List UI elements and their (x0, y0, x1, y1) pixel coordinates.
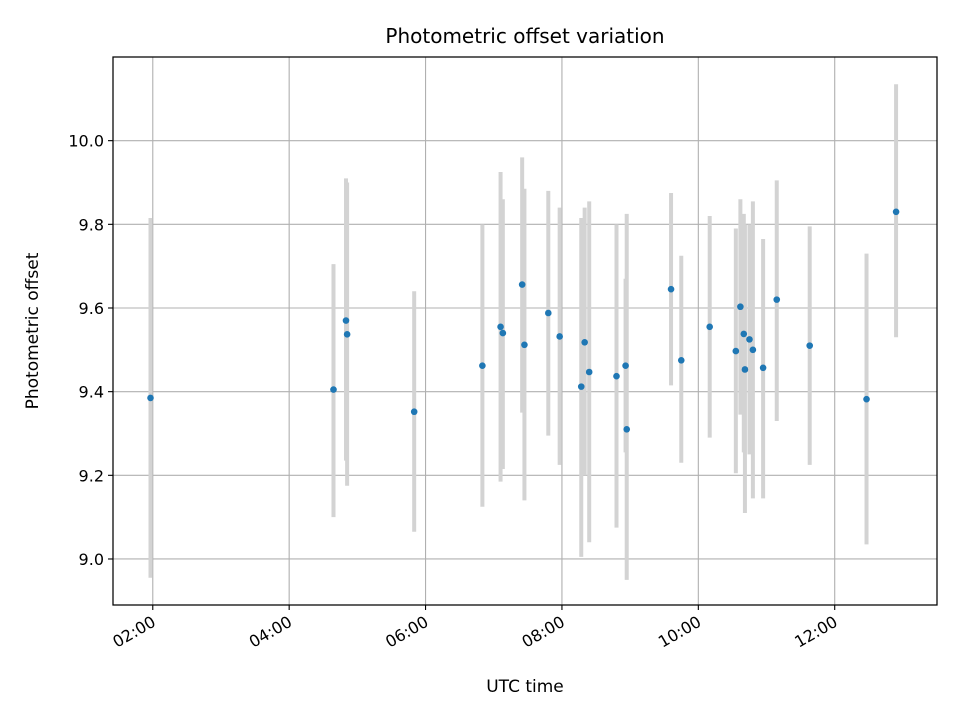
y-tick-label: 9.8 (79, 215, 104, 234)
y-axis-ticks: 9.0 9.2 9.4 9.6 9.8 10.0 (68, 132, 113, 569)
data-point (773, 296, 781, 303)
data-point (581, 338, 588, 346)
data-point (863, 395, 870, 403)
y-axis-label: Photometric offset (23, 252, 43, 409)
x-axis-label: UTC time (486, 677, 564, 697)
data-point (497, 323, 504, 331)
data-point (544, 309, 552, 317)
data-point (740, 330, 748, 338)
data-point (622, 362, 629, 370)
data-point (499, 329, 507, 337)
data-point (521, 341, 528, 349)
data-point (706, 323, 713, 331)
data-point (342, 317, 350, 324)
data-point (556, 333, 563, 340)
data-point (806, 342, 814, 349)
data-point (479, 362, 486, 370)
data-point (585, 368, 593, 376)
data-point (732, 347, 740, 355)
y-tick-label: 9.6 (79, 299, 104, 318)
y-tick-label: 10.0 (68, 132, 104, 151)
y-tick-label: 9.4 (79, 383, 104, 402)
y-tick-label: 9.2 (79, 466, 104, 485)
chart-title: Photometric offset variation (385, 24, 664, 48)
data-point (343, 331, 351, 338)
data-point (147, 394, 154, 402)
data-points (147, 208, 900, 433)
data-point (746, 336, 753, 343)
plot-area-frame (112, 56, 938, 606)
data-point (613, 372, 620, 380)
y-tick-label: 9.0 (79, 550, 104, 569)
data-point (330, 386, 337, 393)
data-point (677, 356, 685, 364)
data-point (741, 366, 749, 373)
data-point (759, 364, 767, 372)
data-point (737, 303, 744, 311)
data-point (577, 383, 585, 390)
data-point (667, 285, 675, 293)
data-point (410, 408, 418, 416)
data-point (518, 281, 526, 288)
data-point (749, 346, 757, 354)
data-point (892, 208, 900, 216)
data-point (623, 426, 631, 433)
